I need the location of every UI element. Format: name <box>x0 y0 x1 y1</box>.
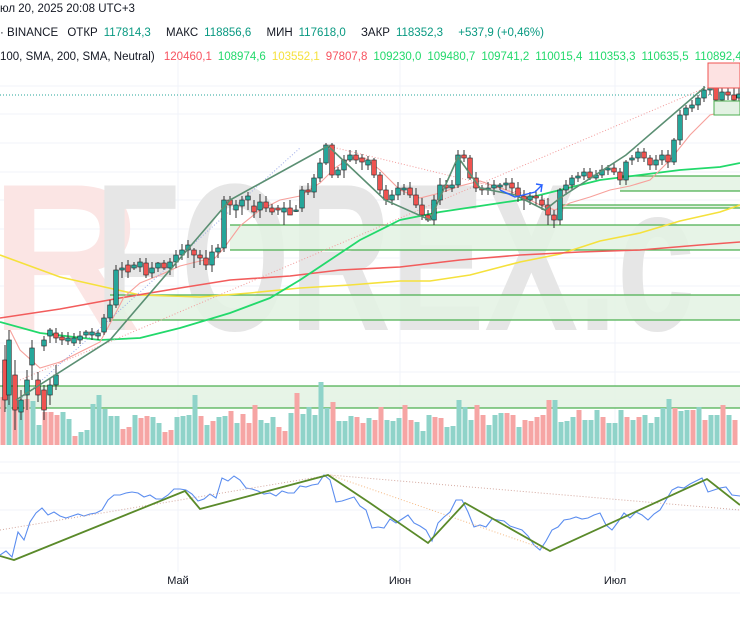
low-label: МИН <box>266 27 293 39</box>
time-axis[interactable]: Май Июн Июл <box>0 572 740 592</box>
close-value: 118352,3 <box>395 27 444 39</box>
ma-legend-label: 100, SMA, 200, SMA, Neutral) <box>0 51 155 63</box>
open-value: 117814,3 <box>103 27 151 39</box>
zigzag-line <box>15 86 706 401</box>
chart-title: юл 20, 2025 20:08 UTC+3 <box>0 3 141 15</box>
ma-value: 110892,4 <box>694 51 740 63</box>
low-value: 117618,0 <box>298 27 346 39</box>
ma-value: 110353,3 <box>588 51 636 63</box>
support-box <box>713 100 740 116</box>
change-value: +537,9 (+0,46%) <box>458 27 544 39</box>
candlesticks <box>2 70 740 430</box>
ma-value: 109741,2 <box>481 51 530 63</box>
close-label: ЗАКР <box>360 27 390 39</box>
month-label: Май <box>167 575 189 587</box>
date-time: юл 20, 2025 20:08 UTC+3 <box>0 3 135 15</box>
open-label: ОТКР <box>67 27 98 39</box>
month-label: Июн <box>388 575 412 587</box>
high-value: 118856,6 <box>204 27 252 39</box>
trend-lines <box>0 87 740 401</box>
svg-text:FOREX.c: FOREX.c <box>95 140 695 375</box>
ma-value: 109480,7 <box>427 51 476 63</box>
ohlc-legend: · BINANCE ОТКР 117814,3 МАКС 118856,6 МИН 1… <box>0 27 550 39</box>
volume-bars <box>0 377 738 445</box>
ma-value: 103552,1 <box>271 51 320 63</box>
ma-value: 120460,1 <box>163 51 212 63</box>
ma-value: 97807,8 <box>325 51 368 63</box>
ma-value: 110635,5 <box>641 51 689 63</box>
ma-legend-values: 120460,1 108974,6 103552,1 97807,8 109230,0 1… <box>164 51 740 63</box>
oscillator-pane <box>0 474 740 561</box>
ma-value: 108974,6 <box>217 51 266 63</box>
pattern-arrow <box>499 183 544 198</box>
ma-legend[interactable]: 100, SMA, 200, SMA, Neutral) 120460,1 108… <box>0 51 740 63</box>
high-label: МАКС <box>166 27 199 39</box>
month-label: Июл <box>603 575 627 587</box>
ma-value: 109230,0 <box>373 51 422 63</box>
resistance-box <box>707 62 740 89</box>
ma-value: 110015,4 <box>535 51 583 63</box>
exchange-name: · BINANCE <box>0 27 59 39</box>
